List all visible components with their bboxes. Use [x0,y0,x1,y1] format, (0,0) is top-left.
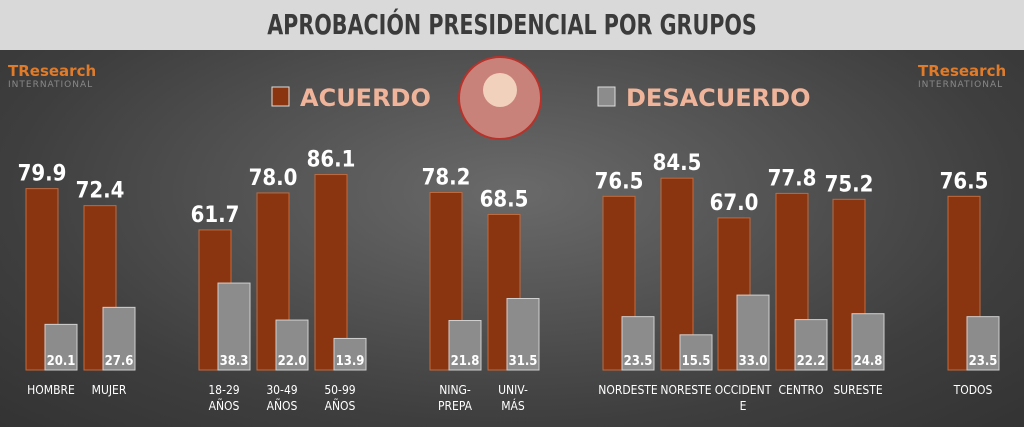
bar-desacuerdo [506,297,540,371]
logo-sub: INTERNATIONAL [8,80,94,90]
value-label: 78.2 [422,165,471,190]
x-tick-label: UNIV-MÁS [498,383,528,413]
bar-desacuerdo [217,282,251,371]
value-label: 20.1 [47,354,76,369]
x-tick-label: 18-29 AÑOS [208,383,240,413]
x-tick-label: SURESTE [833,383,883,397]
logo-name: TResearch [8,62,97,80]
bar-desacuerdo [44,323,78,371]
bar-desacuerdo [679,334,713,371]
bar-desacuerdo [966,316,1000,371]
value-label: 68.5 [480,188,529,213]
value-label: 79.9 [18,162,67,187]
legend-swatch [597,86,616,107]
bar-desacuerdo [102,306,136,371]
value-label: 38.3 [220,354,249,369]
value-label: 76.5 [940,169,989,194]
value-label: 33.0 [739,354,768,369]
x-tick-label: NORDESTE [598,383,658,397]
x-tick-label: OCCIDENTE [714,383,772,413]
value-label: 67.0 [710,191,759,216]
value-label: 75.2 [825,172,874,197]
portrait-face [483,73,517,107]
logo: TResearch INTERNATIONAL [918,62,1006,90]
value-label: 22.2 [797,354,826,369]
chart-title: APROBACIÓN PRESIDENCIAL POR GRUPOS [267,8,757,41]
value-label: 84.5 [653,151,702,176]
legend-label: DESACUERDO [626,84,810,112]
x-tick-label: CENTRO [778,383,824,397]
value-label: 21.8 [451,354,480,369]
value-label: 15.5 [682,354,711,369]
bar-desacuerdo [275,319,309,371]
logo-name: TResearch [918,62,1007,80]
bar-desacuerdo [851,313,885,371]
bar-acuerdo [832,198,866,371]
value-label: 86.1 [307,148,356,173]
value-label: 22.0 [278,354,307,369]
value-label: 24.8 [854,354,883,369]
bar-desacuerdo [333,337,367,371]
x-tick-label: NORESTE [660,383,712,397]
value-label: 77.8 [768,166,817,191]
bar-desacuerdo [794,319,828,371]
x-tick-label: TODOS [953,383,993,397]
value-label: 61.7 [191,203,240,228]
logo: TResearch INTERNATIONAL [8,62,96,90]
header-band [0,0,1024,50]
value-label: 27.6 [105,354,134,369]
value-label: 76.5 [595,169,644,194]
bar-desacuerdo [621,316,655,371]
value-label: 23.5 [624,354,653,369]
legend-swatch [271,86,290,107]
x-tick-label: MUJER [91,383,127,397]
x-tick-label: HOMBRE [27,383,75,397]
logo-sub: INTERNATIONAL [918,80,1004,90]
x-tick-label: 30-49 AÑOS [266,383,298,413]
x-tick-label: 50-99 AÑOS [324,383,356,413]
value-label: 23.5 [969,354,998,369]
x-tick-label: NING-PREPA [438,383,472,413]
bar-desacuerdo [448,320,482,371]
legend-label: ACUERDO [300,84,431,112]
bar-desacuerdo [736,294,770,371]
bar-acuerdo [314,174,348,371]
value-label: 13.9 [336,354,365,369]
value-label: 31.5 [509,354,538,369]
value-label: 78.0 [249,166,298,191]
value-label: 72.4 [76,179,125,204]
